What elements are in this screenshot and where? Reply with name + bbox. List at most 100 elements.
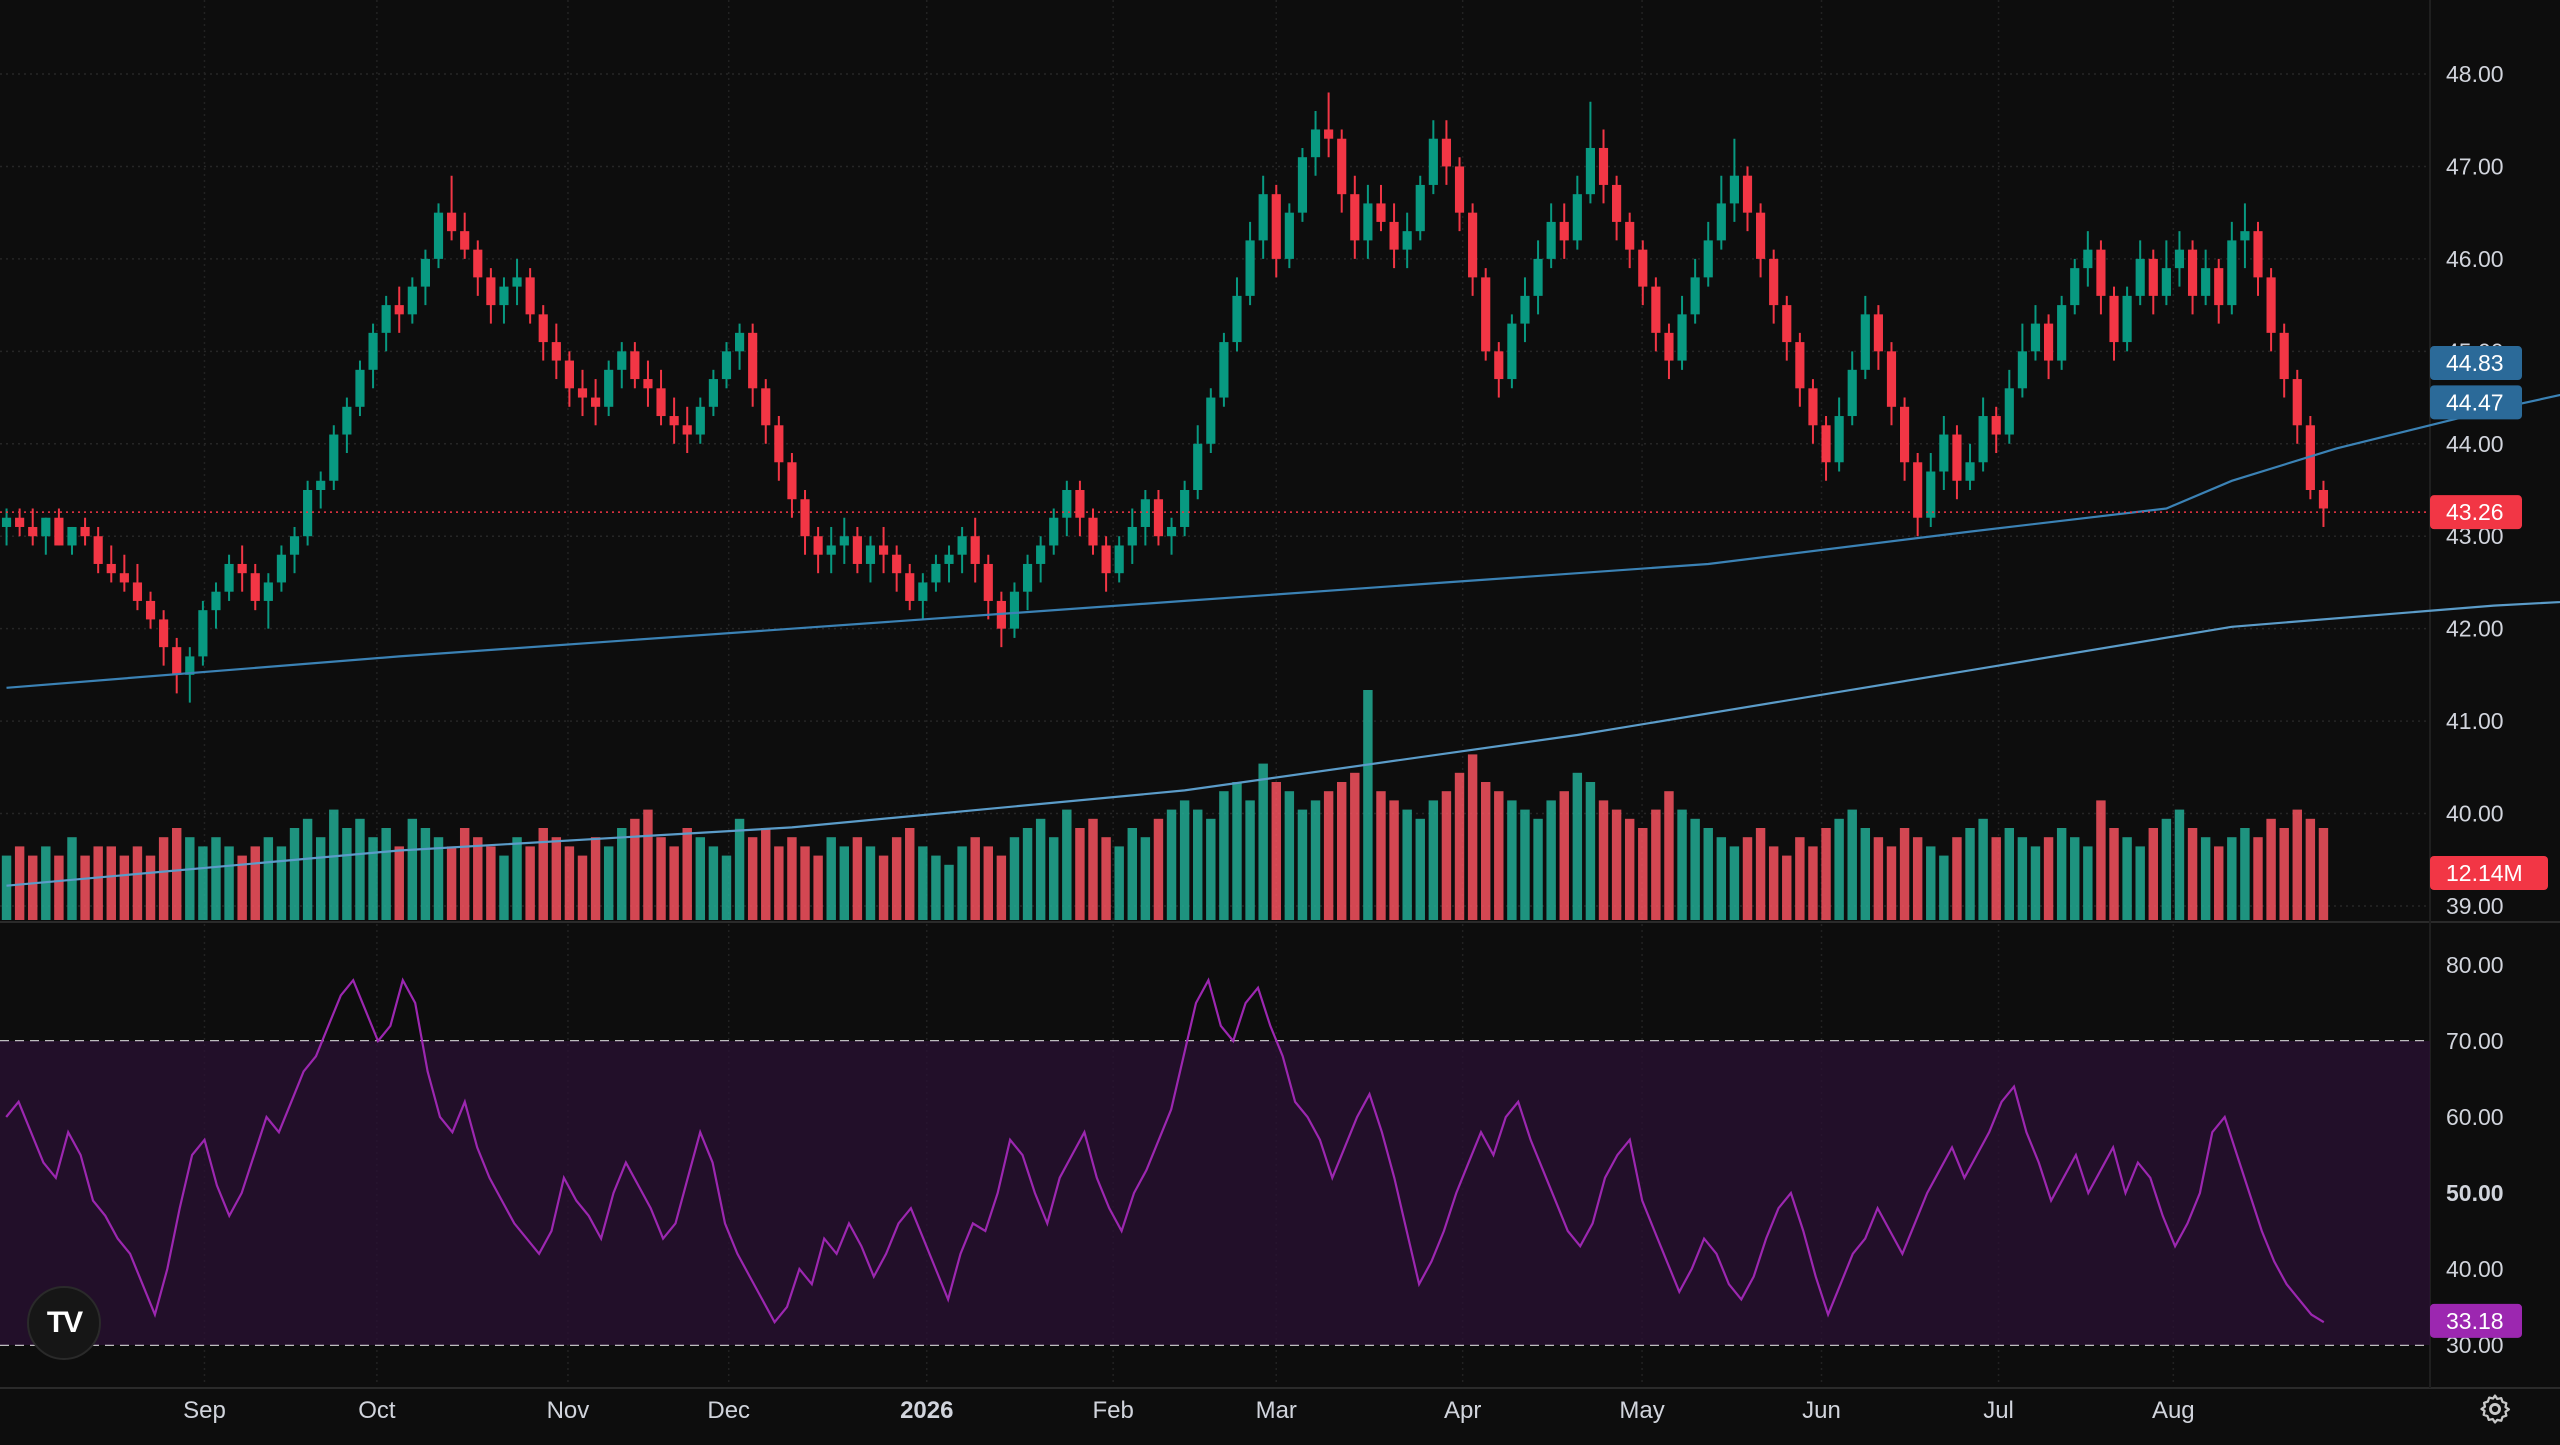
candle-body bbox=[329, 435, 338, 481]
volume-bar bbox=[1180, 800, 1189, 920]
volume-bar bbox=[499, 856, 508, 920]
volume-bar bbox=[1690, 819, 1699, 920]
candle-body bbox=[1416, 185, 1425, 231]
candle-body bbox=[1219, 342, 1228, 397]
time-tick-label: Nov bbox=[547, 1397, 590, 1424]
volume-bar bbox=[696, 837, 705, 920]
candle-body bbox=[1743, 176, 1752, 213]
volume-bar bbox=[735, 819, 744, 920]
candle-body bbox=[643, 379, 652, 388]
volume-bar bbox=[683, 828, 692, 920]
candle-body bbox=[774, 425, 783, 462]
candle-body bbox=[1861, 314, 1870, 369]
volume-bar bbox=[329, 810, 338, 920]
candle-body bbox=[630, 351, 639, 379]
volume-bar bbox=[2096, 800, 2105, 920]
volume-bar bbox=[277, 846, 286, 920]
volume-bar bbox=[316, 837, 325, 920]
candle-body bbox=[2227, 240, 2236, 305]
volume-bar bbox=[1651, 810, 1660, 920]
volume-bar bbox=[774, 846, 783, 920]
volume-bar bbox=[28, 856, 37, 920]
time-tick-label: Jul bbox=[1983, 1397, 2014, 1424]
candle-body bbox=[368, 333, 377, 370]
candle-body bbox=[1520, 296, 1529, 324]
volume-bar bbox=[656, 837, 665, 920]
candle-body bbox=[2293, 379, 2302, 425]
volume-bar bbox=[381, 828, 390, 920]
volume-bar bbox=[1010, 837, 1019, 920]
candle-body bbox=[670, 416, 679, 425]
candle-body bbox=[1232, 296, 1241, 342]
candle-body bbox=[2175, 250, 2184, 268]
candle-body bbox=[1494, 351, 1503, 379]
candle-body bbox=[1259, 194, 1268, 240]
time-tick-label: Feb bbox=[1092, 1397, 1133, 1424]
candle-body bbox=[1913, 462, 1922, 517]
volume-bar bbox=[486, 846, 495, 920]
volume-bar bbox=[198, 846, 207, 920]
candle-body bbox=[984, 564, 993, 601]
candle-body bbox=[2267, 277, 2276, 332]
volume-bar bbox=[1285, 791, 1294, 920]
volume-bar bbox=[643, 810, 652, 920]
candle-body bbox=[696, 407, 705, 435]
volume-bar bbox=[565, 846, 574, 920]
time-tick-label: Sep bbox=[183, 1397, 226, 1424]
volume-bar bbox=[1455, 773, 1464, 920]
candle-body bbox=[1128, 527, 1137, 545]
volume-bar bbox=[722, 856, 731, 920]
tradingview-logo[interactable]: TV bbox=[27, 1286, 101, 1360]
candle-body bbox=[316, 481, 325, 490]
candle-body bbox=[1612, 185, 1621, 222]
volume-bar bbox=[630, 819, 639, 920]
volume-bar bbox=[172, 828, 181, 920]
candle-body bbox=[172, 647, 181, 675]
volume-bar bbox=[1834, 819, 1843, 920]
candle-body bbox=[342, 407, 351, 435]
volume-bar bbox=[1926, 846, 1935, 920]
volume-bar bbox=[2005, 828, 2014, 920]
volume-bar bbox=[80, 856, 89, 920]
volume-bar bbox=[2201, 837, 2210, 920]
candle-body bbox=[1900, 407, 1909, 462]
volume-bar bbox=[224, 846, 233, 920]
volume-bar bbox=[1677, 810, 1686, 920]
volume-bar bbox=[1874, 837, 1883, 920]
candle-body bbox=[2057, 305, 2066, 360]
candle-body bbox=[460, 231, 469, 249]
volume-bar bbox=[1376, 791, 1385, 920]
candle-body bbox=[15, 518, 24, 527]
candle-body bbox=[1023, 564, 1032, 592]
volume-bar bbox=[879, 856, 888, 920]
candle-body bbox=[2188, 250, 2197, 296]
volume-bar bbox=[800, 846, 809, 920]
candle-body bbox=[879, 545, 888, 554]
candle-body bbox=[1560, 222, 1569, 240]
volume-bar bbox=[1389, 800, 1398, 920]
volume-bar bbox=[2, 856, 11, 920]
volume-bar bbox=[460, 828, 469, 920]
volume-bar bbox=[421, 828, 430, 920]
candle-body bbox=[683, 425, 692, 434]
candle-body bbox=[1979, 416, 1988, 462]
volume-bar bbox=[1717, 837, 1726, 920]
settings-gear-icon[interactable] bbox=[2478, 1392, 2512, 1426]
rsi-band bbox=[0, 1041, 2430, 1345]
candle-body bbox=[1638, 250, 1647, 287]
candle-body bbox=[1730, 176, 1739, 204]
time-tick-label: Aug bbox=[2152, 1397, 2195, 1424]
volume-bar bbox=[1573, 773, 1582, 920]
candle-body bbox=[421, 259, 430, 287]
candle-body bbox=[1455, 166, 1464, 212]
volume-bar bbox=[1704, 828, 1713, 920]
candle-body bbox=[1691, 277, 1700, 314]
candle-body bbox=[264, 582, 273, 600]
volume-bar bbox=[853, 837, 862, 920]
volume-bar bbox=[2293, 810, 2302, 920]
volume-bar bbox=[1363, 690, 1372, 920]
candle-body bbox=[1272, 194, 1281, 259]
volume-bar bbox=[146, 856, 155, 920]
